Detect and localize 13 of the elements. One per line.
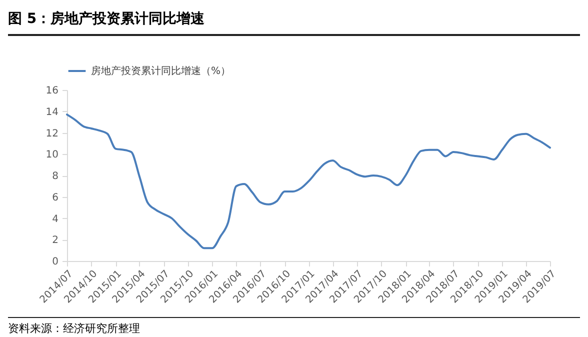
y-tick-label: 0 xyxy=(52,256,58,268)
y-tick-label: 4 xyxy=(52,214,58,225)
y-tick-label: 16 xyxy=(46,86,58,96)
y-tick-label: 10 xyxy=(46,150,58,161)
line-series xyxy=(66,114,551,250)
text: 资料来源：经济研究所整理 xyxy=(8,317,580,336)
y-tick-label: 6 xyxy=(52,192,58,204)
y-tick-label: 8 xyxy=(52,171,58,182)
y-tick-label: 2 xyxy=(52,235,58,246)
y-tick-label: 12 xyxy=(46,128,58,140)
y-tick-label: 14 xyxy=(46,106,58,118)
chart-title: 图 5：房地产投资累计同比增速 xyxy=(8,10,580,36)
legend-label: 房地产投资累计同比增速（%） xyxy=(91,65,231,77)
